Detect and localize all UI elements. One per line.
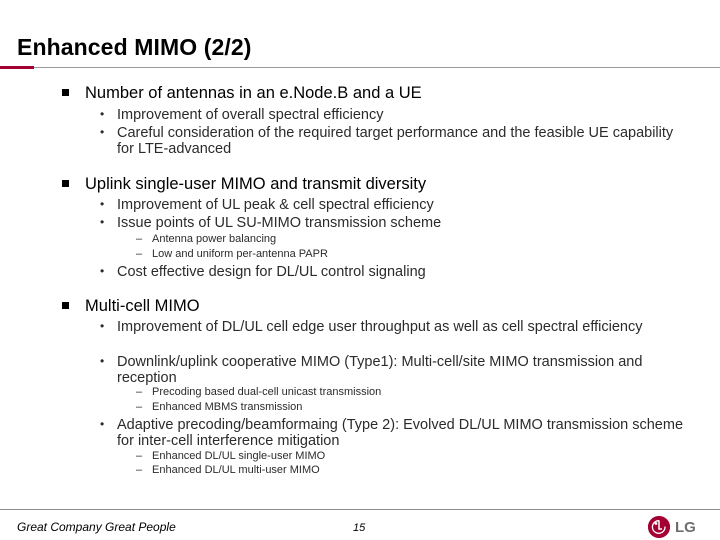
sub-bullet-text: Enhanced MBMS transmission [152,401,303,413]
section-bullet-icon [62,180,69,187]
bullet-icon: • [100,417,105,431]
bullet-text: Improvement of DL/UL cell edge user thro… [117,319,643,335]
footer-slogan: Great Company Great People [17,520,176,534]
sub-bullet-text: Low and uniform per-antenna PAPR [152,248,328,260]
dash-icon: – [136,464,143,476]
bullet-text: Issue points of UL SU-MIMO transmission … [117,215,442,231]
bullet-icon: • [100,354,105,368]
dash-icon: – [136,401,143,413]
bullet-icon: • [100,319,105,333]
dash-icon: – [136,386,143,398]
sub-bullet-text: Precoding based dual-cell unicast transm… [152,386,382,398]
section-heading: Uplink single-user MIMO and transmit div… [85,175,427,193]
bullet-icon: • [100,197,105,211]
lg-logo-icon [648,516,670,538]
bullet-icon: • [100,264,105,278]
dash-icon: – [136,233,143,245]
section-bullet-icon [62,89,69,96]
bullet-text: Cost effective design for DL/UL control … [117,264,426,280]
footer-divider [0,509,720,510]
bullet-text: Downlink/uplink cooperative MIMO (Type1)… [117,354,643,386]
title-divider [0,67,720,68]
sub-bullet-text: Enhanced DL/UL single-user MIMO [152,450,326,462]
section-heading: Number of antennas in an e.Node.B and a … [85,84,422,102]
dash-icon: – [136,248,143,260]
bullet-text: Improvement of overall spectral efficien… [117,107,384,123]
bullet-icon: • [100,107,105,121]
section-bullet-icon [62,302,69,309]
dash-icon: – [136,450,143,462]
bullet-text: Careful consideration of the required ta… [117,125,674,157]
title-accent-bar [0,66,34,69]
bullet-text: Adaptive precoding/beamformaing (Type 2)… [117,417,684,449]
logo-text: LG [675,518,696,536]
bullet-icon: • [100,125,105,139]
bullet-text: Improvement of UL peak & cell spectral e… [117,197,434,213]
page-number: 15 [353,522,366,534]
slide-title: Enhanced MIMO (2/2) [17,34,252,60]
lg-logo: LG [648,515,696,539]
bullet-icon: • [100,215,105,229]
section-heading: Multi-cell MIMO [85,297,200,315]
sub-bullet-text: Enhanced DL/UL multi-user MIMO [152,464,320,476]
sub-bullet-text: Antenna power balancing [152,233,277,245]
